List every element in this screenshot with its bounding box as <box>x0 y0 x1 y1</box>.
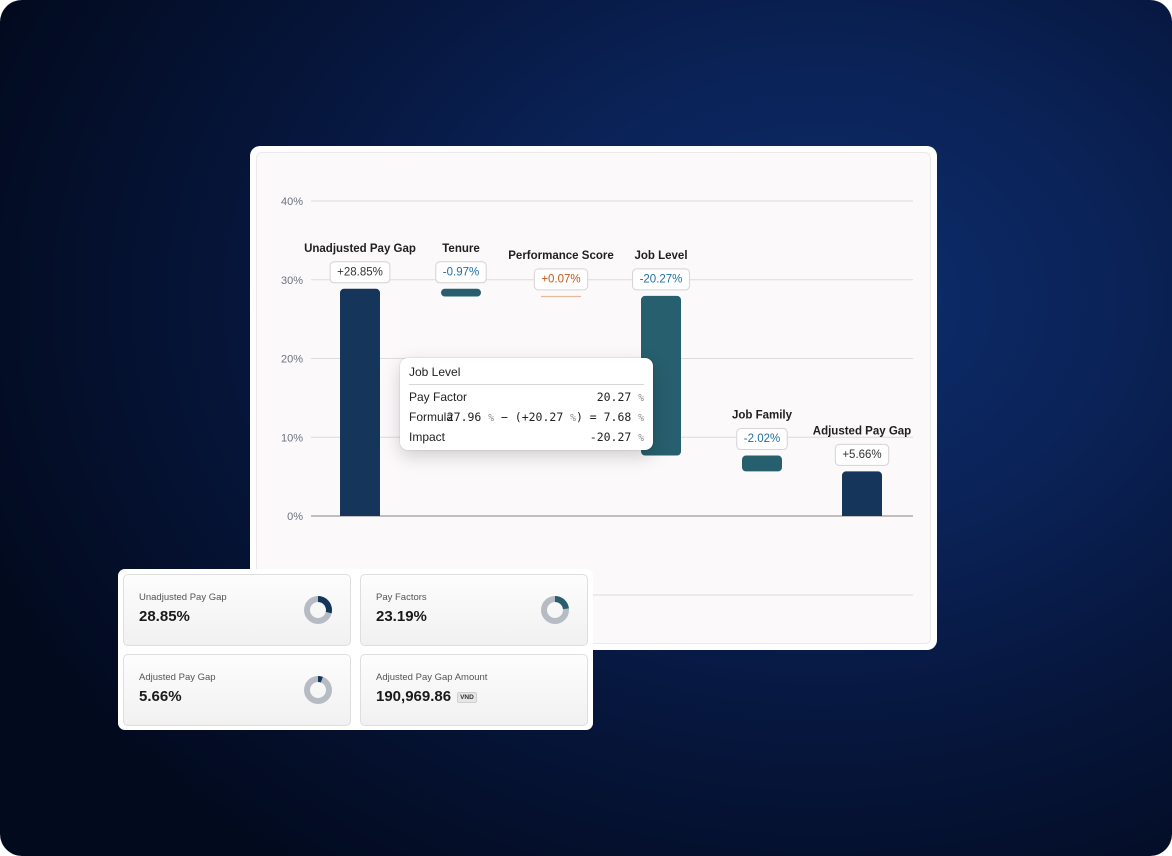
bar-value-label: +0.07% <box>541 273 580 285</box>
tooltip-value: -20.27 % <box>589 430 644 444</box>
tooltip-title: Job Level <box>409 365 461 379</box>
kpi-label: Adjusted Pay Gap <box>139 672 216 683</box>
tooltip-row-impact: Impact -20.27 % <box>409 430 644 446</box>
donut-chart-icon <box>541 596 569 624</box>
tooltip-row-formula: Formula 27.96 % − (+20.27 %) = 7.68 % <box>409 410 644 426</box>
y-tick-label: 10% <box>281 432 303 444</box>
kpi-card-adjusted-pay-gap-amount[interactable]: Adjusted Pay Gap Amount 190,969.86 VND <box>360 654 588 726</box>
kpi-card-pay-factors[interactable]: Pay Factors 23.19% <box>360 574 588 646</box>
bar-value-label: -20.27% <box>640 273 683 285</box>
kpi-card-unadjusted-pay-gap[interactable]: Unadjusted Pay Gap 28.85% <box>123 574 351 646</box>
category-label: Unadjusted Pay Gap <box>304 243 416 255</box>
tooltip-key: Impact <box>409 430 446 444</box>
y-tick-label: 20% <box>281 354 303 366</box>
bar-unadjusted-pay-gap <box>340 288 380 516</box>
y-tick-label: 0% <box>287 511 303 523</box>
category-label: Tenure <box>442 243 480 255</box>
bar-tenure <box>441 288 481 297</box>
bar-value-label: -0.97% <box>443 266 479 278</box>
donut-segment <box>318 676 323 683</box>
value-label-box <box>533 268 589 291</box>
tooltip-value: 20.27 % <box>596 390 644 404</box>
value-label-box <box>329 261 391 284</box>
value-label-box <box>834 443 890 466</box>
donut-segment <box>318 596 332 614</box>
bar-value-label: -2.02% <box>744 433 780 445</box>
bar-base <box>842 511 882 516</box>
kpi-card-adjusted-pay-gap[interactable]: Adjusted Pay Gap 5.66% <box>123 654 351 726</box>
value-label-box <box>632 268 690 291</box>
kpi-value: 28.85% <box>139 608 190 625</box>
donut-segment <box>555 596 569 610</box>
category-label: Job Level <box>634 250 687 262</box>
kpi-value: 190,969.86 VND <box>376 688 477 705</box>
bar-value-label: +28.85% <box>337 266 383 278</box>
value-label-box <box>435 261 487 284</box>
donut-chart-icon <box>304 596 332 624</box>
waterfall-chart: 0% 10% 20% 30% 40% +28.85% Unadjusted Pay Gap -… <box>281 196 913 596</box>
donut-chart-icon <box>304 676 332 704</box>
bar-base <box>340 511 380 516</box>
chart-tooltip: Job Level Pay Factor 20.27 % Formula 27.… <box>400 358 653 450</box>
tooltip-key: Pay Factor <box>409 390 468 404</box>
category-label: Adjusted Pay Gap <box>813 425 911 437</box>
tooltip-key: Formula <box>409 410 454 424</box>
y-tick-label: 30% <box>281 275 303 287</box>
kpi-label: Pay Factors <box>376 592 427 603</box>
value-label-box <box>736 428 788 451</box>
kpi-label: Adjusted Pay Gap Amount <box>376 672 488 683</box>
kpi-value: 23.19% <box>376 608 427 625</box>
y-tick-label: 40% <box>281 196 303 208</box>
bar-value-label: +5.66% <box>842 449 881 461</box>
kpi-value: 5.66% <box>139 688 182 705</box>
bar-performance-score <box>541 295 581 298</box>
category-label: Job Family <box>732 410 793 422</box>
tooltip-row-pay-factor: Pay Factor 20.27 % <box>409 390 644 406</box>
donut-track <box>304 676 332 704</box>
bar-job-family <box>742 455 782 472</box>
category-label: Performance Score <box>508 250 613 262</box>
kpi-panel: Unadjusted Pay Gap 28.85% Pay Factors 23… <box>118 569 593 730</box>
kpi-label: Unadjusted Pay Gap <box>139 592 227 603</box>
tooltip-formula: 27.96 % − (+20.27 %) = 7.68 % <box>446 410 644 424</box>
bar-adjusted-pay-gap <box>842 471 882 516</box>
tooltip-divider <box>409 384 644 385</box>
currency-badge: VND <box>457 691 477 703</box>
